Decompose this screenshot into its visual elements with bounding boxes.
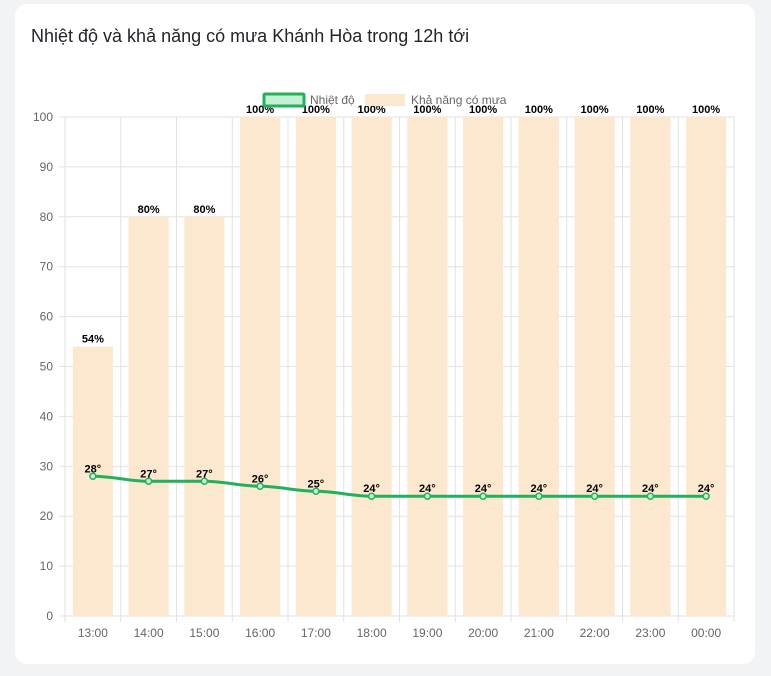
temperature-value-label: 24° <box>419 483 436 495</box>
temperature-value-label: 27° <box>196 468 213 480</box>
y-tick-label: 50 <box>40 360 54 374</box>
legend-label-rain[interactable]: Khả năng có mưa <box>411 93 507 107</box>
temperature-value-label: 24° <box>642 483 659 495</box>
rain-value-label: 100% <box>413 104 441 116</box>
grid-lines <box>59 116 735 622</box>
x-tick-label: 21:00 <box>524 626 554 640</box>
rain-bar <box>295 117 336 616</box>
rain-value-label: 100% <box>581 104 609 116</box>
y-tick-label: 80 <box>40 210 54 224</box>
temperature-point <box>535 492 543 500</box>
rain-bar <box>184 216 225 617</box>
y-tick-label: 100 <box>33 110 53 124</box>
temperature-value-label: 24° <box>363 483 380 495</box>
temperature-point <box>590 492 599 500</box>
rain-bar <box>630 117 671 616</box>
rain-value-label: 100% <box>692 104 720 116</box>
rain-bar <box>407 117 448 616</box>
temperature-point <box>367 492 376 500</box>
rain-bar <box>351 117 392 616</box>
y-tick-label: 0 <box>46 609 53 623</box>
x-tick-label: 16:00 <box>245 626 275 640</box>
legend[interactable]: Nhiệt độ Khả năng có mưa <box>262 92 507 108</box>
temperature-point <box>312 487 320 495</box>
y-tick-label: 30 <box>40 459 54 473</box>
y-tick-label: 10 <box>40 559 54 573</box>
rain-bar <box>574 117 615 616</box>
x-tick-label: 15:00 <box>189 626 219 640</box>
y-tick-label: 60 <box>40 310 54 324</box>
legend-swatch-temperature[interactable] <box>262 92 306 108</box>
temperature-point <box>144 477 153 486</box>
rain-value-label: 54% <box>82 334 104 346</box>
legend-swatch-rain[interactable] <box>365 94 405 106</box>
rain-bar <box>72 346 113 616</box>
axes: 0 10 20 30 40 50 60 70 80 90 100 13:00 14:00 15:00 16:… <box>33 110 721 640</box>
rain-value-label: 100% <box>636 104 664 116</box>
x-tick-label: 19:00 <box>412 626 442 640</box>
temperature-point <box>89 472 97 481</box>
temperature-line <box>92 474 707 498</box>
temperature-value-label: 27° <box>140 468 157 480</box>
temperature-value-label: 24° <box>531 483 548 495</box>
temperature-value-label: 24° <box>475 483 492 495</box>
y-tick-label: 90 <box>40 160 54 174</box>
x-tick-label: 14:00 <box>134 626 164 640</box>
y-tick-label: 20 <box>40 509 54 523</box>
x-tick-label: 18:00 <box>357 626 387 640</box>
chart-title: Nhiệt độ và khả năng có mưa Khánh Hòa tr… <box>31 26 470 46</box>
temperature-value-label: 24° <box>698 483 715 495</box>
rain-bar <box>240 117 281 616</box>
x-tick-label: 17:00 <box>301 626 331 640</box>
x-tick-label: 13:00 <box>78 626 108 640</box>
x-tick-label: 20:00 <box>468 626 498 640</box>
x-tick-label: 22:00 <box>580 626 610 640</box>
temperature-point <box>646 492 655 500</box>
rain-value-label: 80% <box>138 204 160 216</box>
x-tick-label: 00:00 <box>691 626 721 640</box>
temperature-point <box>702 492 710 500</box>
temperature-value-label: 24° <box>586 483 603 495</box>
rain-value-label: 100% <box>358 104 386 116</box>
rain-bar <box>128 216 169 617</box>
legend-label-temperature[interactable]: Nhiệt độ <box>310 93 355 107</box>
rain-value-label: 100% <box>469 104 497 116</box>
rain-bar <box>463 117 504 616</box>
temperature-value-label: 26° <box>252 473 269 485</box>
rain-bar <box>686 117 727 616</box>
rain-value-label: 80% <box>193 204 215 216</box>
data-labels: 54% 80% 80% 100% 100% 100% 100% 100% 100% 100% 100… <box>82 104 721 495</box>
x-tick-label: 23:00 <box>635 626 665 640</box>
temperature-point <box>423 492 432 500</box>
rain-value-label: 100% <box>302 104 330 116</box>
temperature-line-group <box>89 472 710 500</box>
temperature-point <box>200 477 209 486</box>
temperature-point <box>479 492 487 500</box>
rain-bar <box>518 117 559 616</box>
temperature-value-label: 28° <box>85 463 102 475</box>
y-tick-label: 70 <box>40 260 54 274</box>
rain-bars <box>72 117 727 617</box>
temperature-point <box>256 482 264 491</box>
y-tick-label: 40 <box>40 409 54 423</box>
temperature-value-label: 25° <box>308 478 325 490</box>
rain-value-label: 100% <box>525 104 553 116</box>
